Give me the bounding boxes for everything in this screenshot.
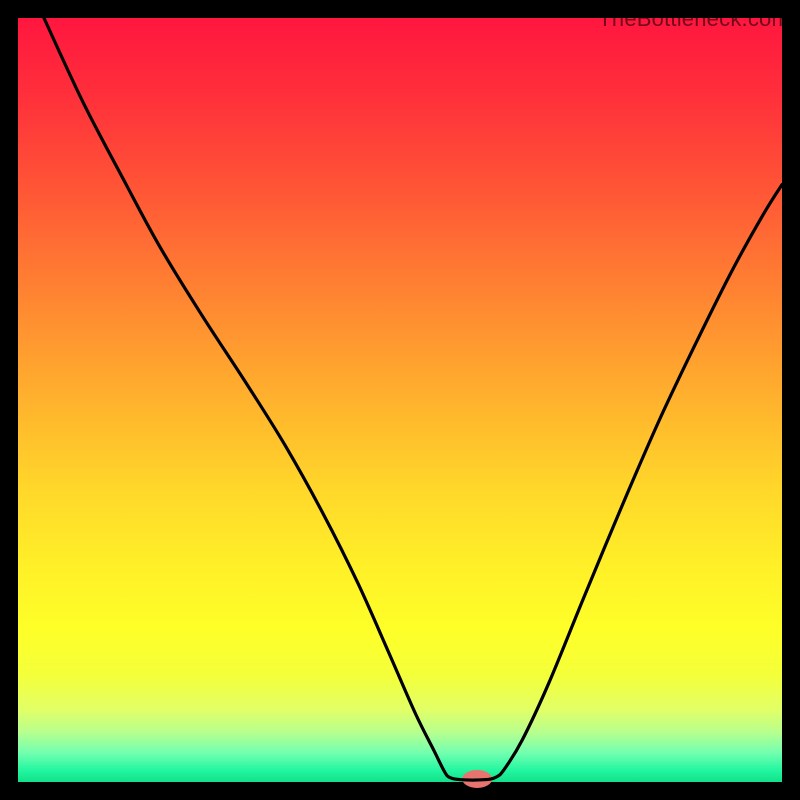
bottleneck-chart <box>0 0 800 800</box>
watermark-text: TheBottleneck.com <box>598 6 790 32</box>
chart-container: { "watermark": "TheBottleneck.com", "cha… <box>0 0 800 800</box>
